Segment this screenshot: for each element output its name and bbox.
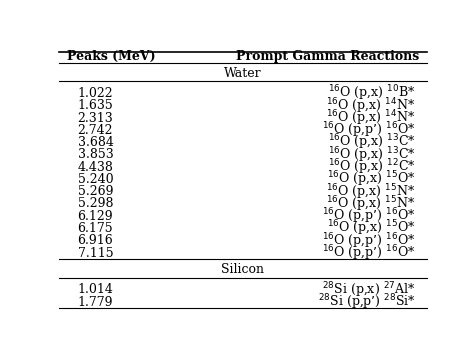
Text: $^{16}$O (p,x) $^{10}$B*: $^{16}$O (p,x) $^{10}$B*	[328, 84, 416, 104]
Text: 5.269: 5.269	[78, 185, 113, 198]
Text: $^{16}$O (p,x) $^{15}$O*: $^{16}$O (p,x) $^{15}$O*	[327, 170, 416, 189]
Text: 5.240: 5.240	[78, 173, 113, 186]
Text: 1.022: 1.022	[78, 87, 113, 100]
Text: 6.916: 6.916	[78, 234, 113, 247]
Text: $^{16}$O (p,x) $^{15}$N*: $^{16}$O (p,x) $^{15}$N*	[327, 182, 416, 202]
Text: 2.313: 2.313	[78, 111, 113, 125]
Text: 5.298: 5.298	[78, 198, 113, 210]
Text: $^{28}$Si (p,x) $^{27}$Al*: $^{28}$Si (p,x) $^{27}$Al*	[322, 280, 416, 300]
Text: 1.014: 1.014	[78, 283, 113, 296]
Text: Prompt Gamma Reactions: Prompt Gamma Reactions	[236, 50, 419, 63]
Text: $^{16}$O (p,x) $^{15}$N*: $^{16}$O (p,x) $^{15}$N*	[327, 194, 416, 214]
Text: 6.129: 6.129	[78, 210, 113, 223]
Text: $^{16}$O (p,x) $^{14}$N*: $^{16}$O (p,x) $^{14}$N*	[327, 96, 416, 116]
Text: 1.635: 1.635	[78, 100, 113, 112]
Text: $^{16}$O (p,x) $^{15}$O*: $^{16}$O (p,x) $^{15}$O*	[327, 219, 416, 238]
Text: Peaks (MeV): Peaks (MeV)	[66, 50, 155, 63]
Text: $^{16}$O (p,x) $^{14}$N*: $^{16}$O (p,x) $^{14}$N*	[327, 108, 416, 128]
Text: $^{16}$O (p,p’) $^{16}$O*: $^{16}$O (p,p’) $^{16}$O*	[322, 121, 416, 140]
Text: 2.742: 2.742	[78, 124, 113, 137]
Text: $^{16}$O (p,x) $^{13}$C*: $^{16}$O (p,x) $^{13}$C*	[328, 133, 416, 152]
Text: 3.853: 3.853	[78, 148, 113, 161]
Text: $^{16}$O (p,x) $^{12}$C*: $^{16}$O (p,x) $^{12}$C*	[328, 157, 416, 177]
Text: 3.684: 3.684	[78, 136, 113, 149]
Text: $^{16}$O (p,p’) $^{16}$O*: $^{16}$O (p,p’) $^{16}$O*	[322, 243, 416, 263]
Text: $^{16}$O (p,p’) $^{16}$O*: $^{16}$O (p,p’) $^{16}$O*	[322, 231, 416, 251]
Text: $^{16}$O (p,p’) $^{16}$O*: $^{16}$O (p,p’) $^{16}$O*	[322, 206, 416, 226]
Text: $^{16}$O (p,x) $^{13}$C*: $^{16}$O (p,x) $^{13}$C*	[328, 145, 416, 165]
Text: 1.779: 1.779	[78, 296, 113, 309]
Text: $^{28}$Si (p,p’) $^{28}$Si*: $^{28}$Si (p,p’) $^{28}$Si*	[318, 292, 416, 312]
Text: 6.175: 6.175	[78, 222, 113, 235]
Text: 7.115: 7.115	[78, 247, 113, 260]
Text: Water: Water	[224, 67, 262, 80]
Text: 4.438: 4.438	[78, 161, 113, 174]
Text: Silicon: Silicon	[221, 263, 264, 276]
